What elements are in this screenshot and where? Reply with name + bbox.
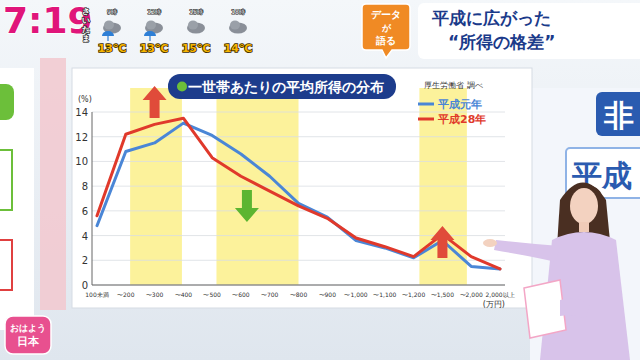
x-tick-label: 〜300 [146, 291, 164, 298]
cloud-icon [146, 21, 156, 30]
title-box [168, 74, 396, 99]
weather-temp: 13℃ [98, 42, 127, 55]
y-axis-label: (%) [78, 95, 92, 104]
x-tick-label: 〜500 [203, 291, 221, 298]
presenter-arm [494, 240, 560, 262]
logo-box [5, 316, 51, 354]
x-tick-label: 〜600 [232, 291, 250, 298]
weather-time: 15時 [189, 8, 203, 15]
grid-line [92, 210, 505, 211]
cloud-icon [188, 21, 198, 30]
chart-panel [72, 68, 532, 308]
y-tick-label: 12 [75, 132, 88, 143]
weather-time: 18時 [231, 8, 245, 15]
right-box [596, 92, 640, 136]
x-tick-label: 〜1,500 [431, 291, 454, 298]
lines [97, 118, 500, 269]
cloud-icon [104, 21, 114, 30]
arrow [235, 190, 259, 222]
left-box [0, 150, 12, 210]
x-tick-label: 〜200 [117, 291, 135, 298]
presenter-face [570, 188, 598, 224]
weather-time: 9時 [107, 8, 117, 15]
umbrella-icon [144, 31, 156, 36]
left-box [0, 240, 12, 290]
x-tick-label: 〜800 [290, 291, 308, 298]
presenter-neck [579, 222, 589, 232]
y-tick-label: 0 [82, 280, 88, 291]
y-tick-label: 2 [82, 255, 88, 266]
clock: 7:19 [3, 0, 93, 41]
title-accent [177, 82, 187, 92]
weather-time: 12時 [147, 8, 161, 15]
headline: “所得の格差” [448, 32, 555, 52]
grid-line [92, 285, 505, 286]
x-tick-label: 〜2,000 [460, 291, 483, 298]
arrow [143, 86, 167, 118]
x-tick-label: 〜700 [261, 291, 279, 298]
legend-swatch [418, 103, 434, 106]
y-tick-label: 4 [82, 231, 88, 242]
blur-strip [40, 58, 66, 310]
logo-text: 日本 [17, 335, 40, 348]
y-tick-label: 8 [82, 181, 88, 192]
y-axis [92, 112, 93, 285]
x-tick-label: 〜400 [175, 291, 193, 298]
badge-text: が [381, 23, 392, 33]
presenter-paper [524, 280, 566, 338]
x-tick-label: 〜1,000 [344, 291, 367, 298]
weather-temp: 13℃ [140, 42, 169, 55]
series-line [97, 123, 500, 269]
weather-temp: 14℃ [224, 42, 253, 55]
grid-line [92, 260, 505, 261]
x-tick-label: 〜900 [319, 291, 337, 298]
grid-line [92, 136, 505, 137]
grid-line [92, 186, 505, 187]
umbrella-icon [107, 36, 108, 41]
x-tick-label: 2,000以上 [485, 291, 514, 298]
umbrella-icon [102, 31, 114, 36]
x-tick-label: 100未満 [85, 291, 108, 298]
x-tick-label: 〜1,200 [402, 291, 425, 298]
location-char: い [82, 16, 90, 25]
x-tick-label: 〜1,100 [373, 291, 396, 298]
umbrella-icon [149, 36, 150, 41]
location: さいたま [82, 7, 90, 43]
presenter-hand [483, 239, 497, 247]
y-tick-label: 10 [75, 156, 88, 167]
badge-text: 語る [375, 35, 396, 46]
location-char: ま [82, 34, 90, 43]
source-note: 厚生労働省 調べ [424, 81, 483, 90]
background-text: 非 [603, 98, 634, 133]
series-line [97, 118, 500, 269]
grid-line [92, 161, 505, 162]
presenter-hair [566, 184, 602, 196]
legend-label: 平成元年 [437, 98, 482, 111]
legend-swatch [418, 118, 434, 121]
presenter-arm [560, 299, 590, 318]
x-axis [92, 285, 505, 286]
location-char: た [82, 25, 90, 34]
y-tick-label: 6 [82, 206, 88, 217]
logo-text: おはよう [10, 323, 46, 333]
chart-title: 一世帯あたりの平均所得の分布 [188, 79, 384, 95]
y-tick-label: 14 [75, 107, 88, 118]
location-char: さ [82, 7, 90, 16]
cloud-icon [230, 21, 240, 30]
headline-panel [418, 3, 640, 59]
legend-label: 平成28年 [437, 113, 486, 126]
headline: 平成に広がった [431, 8, 551, 28]
weather-temp: 15℃ [182, 42, 211, 55]
badge [362, 4, 410, 58]
left-tab [0, 84, 14, 120]
badge-text: データ [371, 9, 401, 20]
x-axis-label: (万円) [483, 300, 505, 309]
arrow [430, 226, 454, 258]
